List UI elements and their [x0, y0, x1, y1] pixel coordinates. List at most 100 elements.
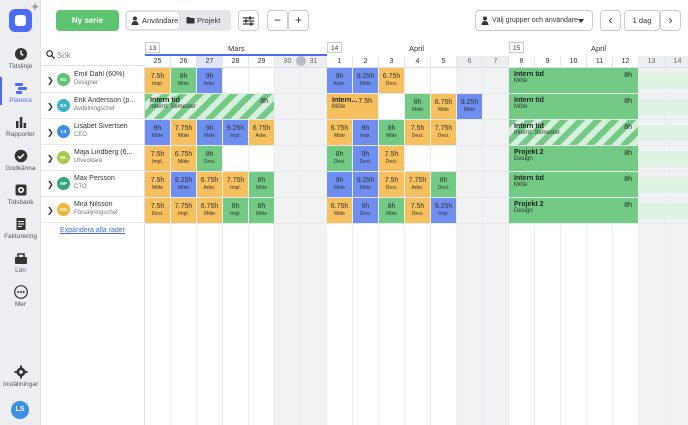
person-row[interactable]: ❯ ML Maja Lindberg (6... Utvecklare [41, 145, 145, 171]
day-column[interactable] [171, 68, 197, 425]
tab-projects[interactable]: Projekt [182, 12, 229, 29]
app-logo[interactable] [9, 9, 32, 32]
booking-bar[interactable]: Intern tid Möte 8h [509, 68, 638, 93]
filter-button[interactable] [238, 10, 259, 31]
time-entry[interactable]: 7.5h Desi. [379, 172, 404, 197]
time-entry[interactable]: 6.75h Möte [197, 198, 222, 223]
chevron-right-icon[interactable]: ❯ [47, 128, 54, 137]
day-column[interactable] [197, 68, 223, 425]
booking-bar[interactable]: Intern tid Internt: Semester 8h [145, 94, 274, 119]
time-entry[interactable]: 9h Arbe. [197, 68, 222, 93]
day-column[interactable] [405, 68, 431, 425]
sidebar-item-timebank[interactable]: Tidsbank [0, 183, 41, 206]
user-avatar[interactable]: LS [11, 401, 29, 419]
time-entry[interactable]: 8h Möte [379, 198, 404, 223]
booking-bar[interactable]: Intern tid Möte 8h [509, 172, 638, 197]
time-entry[interactable]: 9.25h Möte [457, 94, 482, 119]
time-entry[interactable]: 7.75h Möte [171, 120, 196, 145]
day-column[interactable] [145, 68, 171, 425]
time-entry[interactable]: 6.75h Arbe. [197, 172, 222, 197]
booking-bar[interactable]: Projekt 2 Design 8h [509, 146, 638, 171]
chevron-right-icon[interactable]: ❯ [47, 154, 54, 163]
sidebar-item-approve[interactable]: Godkänna [0, 149, 41, 172]
time-entry[interactable]: 9h Arbe. [327, 68, 352, 93]
time-entry[interactable]: 9h Impl. [353, 120, 378, 145]
chevron-right-icon[interactable]: ❯ [47, 206, 54, 215]
sidebar-item-planner[interactable]: Planera [0, 77, 41, 105]
time-entry[interactable]: 6.75h Arbe. [249, 120, 274, 145]
day-column[interactable] [379, 68, 405, 425]
time-entry[interactable]: 8h Möte [171, 68, 196, 93]
sidebar-item-payroll[interactable]: Lön [0, 251, 41, 274]
time-entry[interactable]: 9h Möte [197, 120, 222, 145]
booking-bar[interactable]: Projekt 2 Design 8h [509, 198, 638, 223]
time-entry[interactable]: 9h Desi. [353, 198, 378, 223]
time-entry[interactable]: 7.5h Möte [145, 172, 170, 197]
time-entry[interactable]: 6.75h Möte [327, 120, 352, 145]
sidebar-item-invoicing[interactable]: Fakturering [0, 217, 41, 240]
search-input[interactable] [57, 48, 141, 62]
booking-bar[interactable]: Intern tid Internt: Semester 8h [509, 120, 638, 145]
group-user-select[interactable]: Välj grupper och användare [475, 10, 593, 31]
time-entry[interactable]: 9h Möte [327, 172, 352, 197]
day-column[interactable] [249, 68, 275, 425]
time-entry[interactable]: 7.75h Arbe. [405, 172, 430, 197]
day-column[interactable] [613, 68, 639, 425]
chevron-right-icon[interactable]: ❯ [47, 180, 54, 189]
tab-users[interactable]: Användare [127, 12, 179, 29]
time-entry[interactable]: 7.75h Desi. [431, 120, 456, 145]
time-entry[interactable]: 8h Möte [379, 120, 404, 145]
time-entry[interactable]: 6.75h Möte [431, 94, 456, 119]
day-column[interactable] [509, 68, 535, 425]
time-entry[interactable]: 8h Möte [249, 198, 274, 223]
prev-period-button[interactable]: ‹ [600, 10, 621, 31]
time-entry[interactable]: 7.5h Desi. [379, 146, 404, 171]
time-entry[interactable]: 7.75h Impl. [223, 172, 248, 197]
time-entry[interactable]: 8h Impl. [223, 198, 248, 223]
booking-bar[interactable]: Intern tid Möte 8h [509, 94, 638, 119]
period-select[interactable]: 1 dag [624, 10, 660, 31]
time-entry[interactable]: 7.5h Desi. [405, 120, 430, 145]
time-entry[interactable]: 9.25h Impl. [431, 198, 456, 223]
time-entry[interactable]: 9.25h Möte [171, 172, 196, 197]
time-entry[interactable]: 9h Möte [145, 120, 170, 145]
person-row[interactable]: ❯ ED Emil Dahl (60%) Designer [41, 67, 145, 93]
sidebar-item-settings[interactable]: Inställningar [0, 365, 41, 388]
day-column[interactable] [587, 68, 613, 425]
booking-bar[interactable]: Intern... Möte 7.5h [327, 94, 378, 119]
day-column[interactable] [639, 68, 665, 425]
zoom-out-button[interactable]: − [267, 10, 288, 31]
drag-handle-icon[interactable] [296, 56, 306, 66]
day-column[interactable] [431, 68, 457, 425]
day-column[interactable] [327, 68, 353, 425]
person-row[interactable]: ❯ EA Erik Andersson (p... Avdelningschef [41, 93, 145, 119]
new-series-button[interactable]: Ny serie [56, 10, 119, 31]
person-row[interactable]: ❯ LS Lisabet Sivertsen CEO [41, 119, 145, 145]
day-column[interactable] [535, 68, 561, 425]
day-column[interactable] [483, 68, 509, 425]
time-entry[interactable]: 7.5h Desi. [405, 198, 430, 223]
chevron-right-icon[interactable]: ❯ [47, 76, 54, 85]
day-column[interactable] [561, 68, 587, 425]
person-row[interactable]: ❯ MN Mira Nilsson Försäljningschef [41, 197, 145, 223]
time-entry[interactable]: 9.25h Möte [353, 172, 378, 197]
day-column[interactable] [353, 68, 379, 425]
day-column[interactable] [223, 68, 249, 425]
day-column[interactable] [665, 68, 688, 425]
time-entry[interactable]: 8h Möte [405, 94, 430, 119]
time-entry[interactable]: 6.75h Desi. [379, 68, 404, 93]
chevron-right-icon[interactable]: ❯ [47, 102, 54, 111]
time-entry[interactable]: 8h Desi. [327, 146, 352, 171]
next-period-button[interactable]: › [660, 10, 681, 31]
time-entry[interactable]: 7.5h Desi. [145, 198, 170, 223]
time-entry[interactable]: 8h Möte [249, 172, 274, 197]
day-column[interactable] [275, 68, 301, 425]
time-entry[interactable]: 8h Desi. [431, 172, 456, 197]
time-entry[interactable]: 9h Desi. [353, 146, 378, 171]
expand-all-rows-link[interactable]: Expandera alla rader [60, 227, 125, 234]
time-entry[interactable]: 7.5h Impl. [145, 68, 170, 93]
time-entry[interactable]: 9.25h Möte [353, 68, 378, 93]
day-column[interactable] [457, 68, 483, 425]
time-entry[interactable]: 6.75h Möte [171, 146, 196, 171]
time-entry[interactable]: 8h Desi. [197, 146, 222, 171]
